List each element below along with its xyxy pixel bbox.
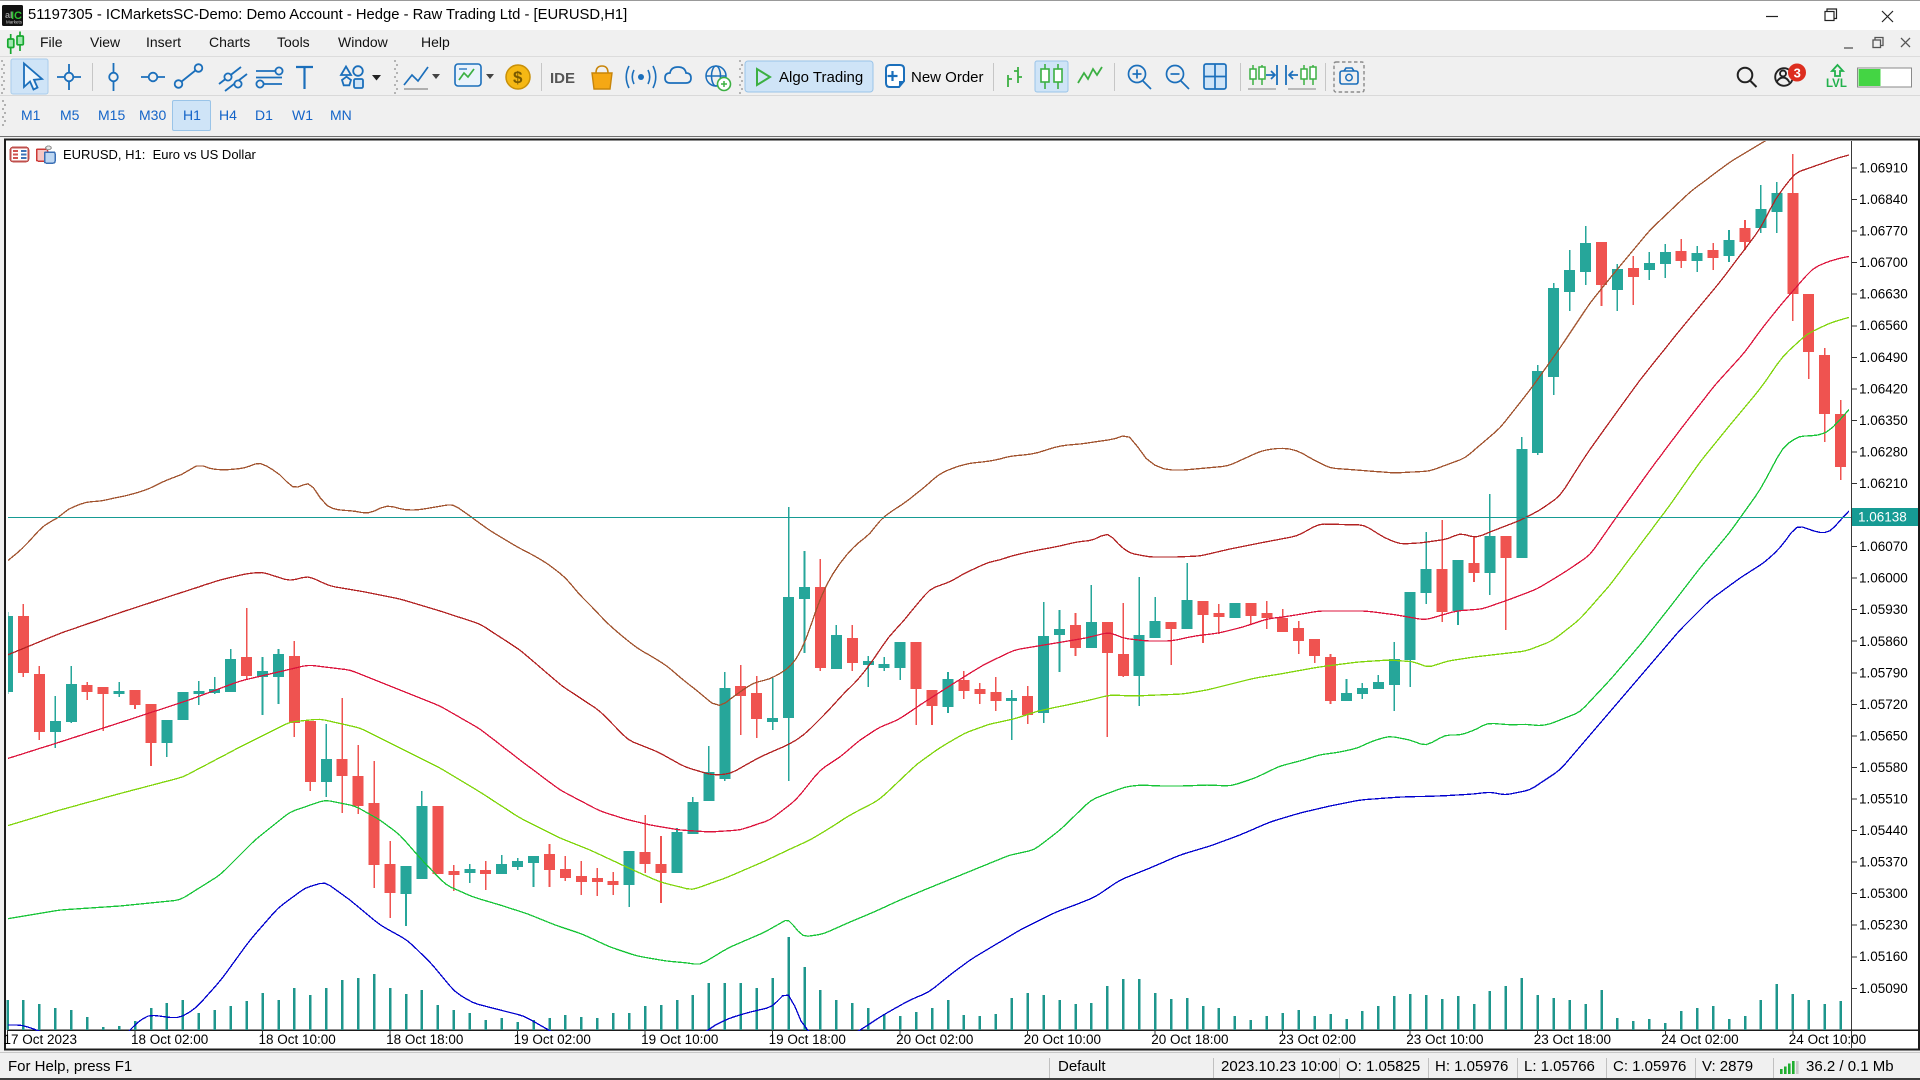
svg-text:17 Oct 2023: 17 Oct 2023	[4, 1032, 78, 1047]
svg-text:1.06490: 1.06490	[1859, 350, 1908, 365]
svg-text:1.06910: 1.06910	[1859, 161, 1908, 176]
svg-text:1.05160: 1.05160	[1859, 949, 1908, 964]
svg-text:1.06700: 1.06700	[1859, 255, 1908, 270]
svg-text:1.06770: 1.06770	[1859, 224, 1908, 239]
svg-text:1.06840: 1.06840	[1859, 192, 1908, 207]
svg-text:1.05090: 1.05090	[1859, 981, 1908, 996]
svg-text:18 Oct 10:00: 18 Oct 10:00	[259, 1032, 336, 1047]
svg-text:1.05930: 1.05930	[1859, 602, 1908, 617]
svg-text:IDE: IDE	[550, 70, 575, 87]
svg-text:1.06070: 1.06070	[1859, 539, 1908, 554]
svg-text:1.06280: 1.06280	[1859, 444, 1908, 459]
svg-text:1.06560: 1.06560	[1859, 318, 1908, 333]
svg-text:1.05440: 1.05440	[1859, 823, 1908, 838]
svg-text:1.05790: 1.05790	[1859, 665, 1908, 680]
svg-text:LVL: LVL	[1826, 78, 1847, 90]
svg-text:19 Oct 10:00: 19 Oct 10:00	[641, 1032, 718, 1047]
svg-text:al: al	[5, 10, 13, 20]
svg-text:$: $	[513, 68, 523, 87]
svg-text:1.05230: 1.05230	[1859, 918, 1908, 933]
svg-text:EURUSD, H1: Euro vs US Dollar: EURUSD, H1: Euro vs US Dollar	[63, 147, 257, 162]
svg-text:New Order: New Order	[911, 69, 984, 86]
svg-text:18 Oct 02:00: 18 Oct 02:00	[131, 1032, 208, 1047]
svg-text:1.06210: 1.06210	[1859, 476, 1908, 491]
svg-text:20 Oct 02:00: 20 Oct 02:00	[896, 1032, 973, 1047]
svg-text:Algo Trading: Algo Trading	[779, 69, 863, 86]
svg-text:1.05720: 1.05720	[1859, 697, 1908, 712]
svg-text:23 Oct 02:00: 23 Oct 02:00	[1279, 1032, 1356, 1047]
svg-text:IC: IC	[11, 10, 22, 22]
svg-text:1.06420: 1.06420	[1859, 381, 1908, 396]
svg-text:3: 3	[1794, 66, 1801, 81]
svg-text:1.05860: 1.05860	[1859, 634, 1908, 649]
svg-text:24 Oct 10:00: 24 Oct 10:00	[1789, 1032, 1866, 1047]
svg-text:Markets: Markets	[6, 20, 23, 25]
svg-text:24 Oct 02:00: 24 Oct 02:00	[1661, 1032, 1738, 1047]
svg-text:1.05580: 1.05580	[1859, 760, 1908, 775]
svg-text:18 Oct 18:00: 18 Oct 18:00	[386, 1032, 463, 1047]
svg-text:23 Oct 10:00: 23 Oct 10:00	[1406, 1032, 1483, 1047]
svg-text:1.06630: 1.06630	[1859, 287, 1908, 302]
svg-text:1.05300: 1.05300	[1859, 886, 1908, 901]
svg-text:1.06138: 1.06138	[1858, 510, 1907, 525]
svg-text:20 Oct 18:00: 20 Oct 18:00	[1151, 1032, 1228, 1047]
svg-text:19 Oct 02:00: 19 Oct 02:00	[514, 1032, 591, 1047]
svg-text:1.06000: 1.06000	[1859, 571, 1908, 586]
svg-text:1.05650: 1.05650	[1859, 728, 1908, 743]
svg-text:1.05370: 1.05370	[1859, 855, 1908, 870]
svg-text:23 Oct 18:00: 23 Oct 18:00	[1534, 1032, 1611, 1047]
svg-text:20 Oct 10:00: 20 Oct 10:00	[1024, 1032, 1101, 1047]
svg-text:1.05510: 1.05510	[1859, 792, 1908, 807]
svg-text:1.06350: 1.06350	[1859, 413, 1908, 428]
svg-text:19 Oct 18:00: 19 Oct 18:00	[769, 1032, 846, 1047]
